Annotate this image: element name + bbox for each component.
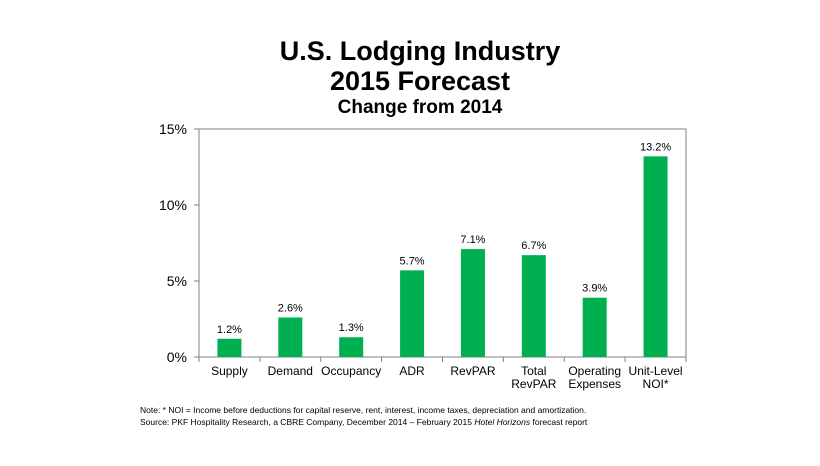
data-label: 5.7% [400, 255, 425, 267]
data-label: 1.3% [339, 322, 364, 334]
x-tick-label: RevPAR [511, 377, 556, 391]
y-tick-label: 0% [167, 349, 187, 365]
data-label: 13.2% [640, 141, 671, 153]
y-tick-label: 15% [159, 121, 187, 137]
bar [400, 270, 425, 357]
bar [339, 337, 364, 357]
data-label: 1.2% [217, 324, 242, 336]
bar [278, 317, 303, 357]
data-label: 6.7% [521, 240, 546, 252]
x-tick-label: Expenses [568, 377, 621, 391]
x-tick-label: Demand [268, 364, 313, 378]
data-label: 2.6% [278, 302, 303, 314]
chart-title-line1: U.S. Lodging Industry [279, 36, 561, 66]
x-tick-label: Unit-Level [629, 364, 683, 378]
y-tick-label: 10% [159, 197, 187, 213]
x-tick-label: Occupancy [321, 364, 381, 378]
bar [217, 338, 242, 357]
bar [643, 156, 668, 357]
x-tick-label: NOI* [643, 377, 669, 391]
x-tick-label: RevPAR [450, 364, 495, 378]
x-tick-label: Total [521, 364, 546, 378]
source-text: Source: PKF Hospitality Research, a CBRE… [140, 417, 587, 428]
chart-title-line2: 2015 Forecast [329, 66, 511, 96]
x-tick-label: Operating [568, 364, 621, 378]
plot-area [198, 128, 687, 358]
x-tick-label: ADR [399, 364, 425, 378]
x-tick-label: Supply [211, 364, 248, 378]
source-prefix: Source: PKF Hospitality Research, a CBRE… [140, 417, 472, 427]
chart-subtitle: Change from 2014 [337, 97, 503, 118]
bar [521, 255, 546, 357]
note-text: Note: * NOI = Income before deductions f… [140, 405, 587, 415]
data-label: 3.9% [582, 283, 607, 295]
data-label: 7.1% [460, 234, 485, 246]
source-suffix: forecast report [532, 417, 588, 427]
source-italic: Hotel Horizons [474, 417, 531, 427]
y-tick-label: 5% [167, 273, 187, 289]
bar [460, 249, 485, 357]
bar [582, 297, 607, 357]
